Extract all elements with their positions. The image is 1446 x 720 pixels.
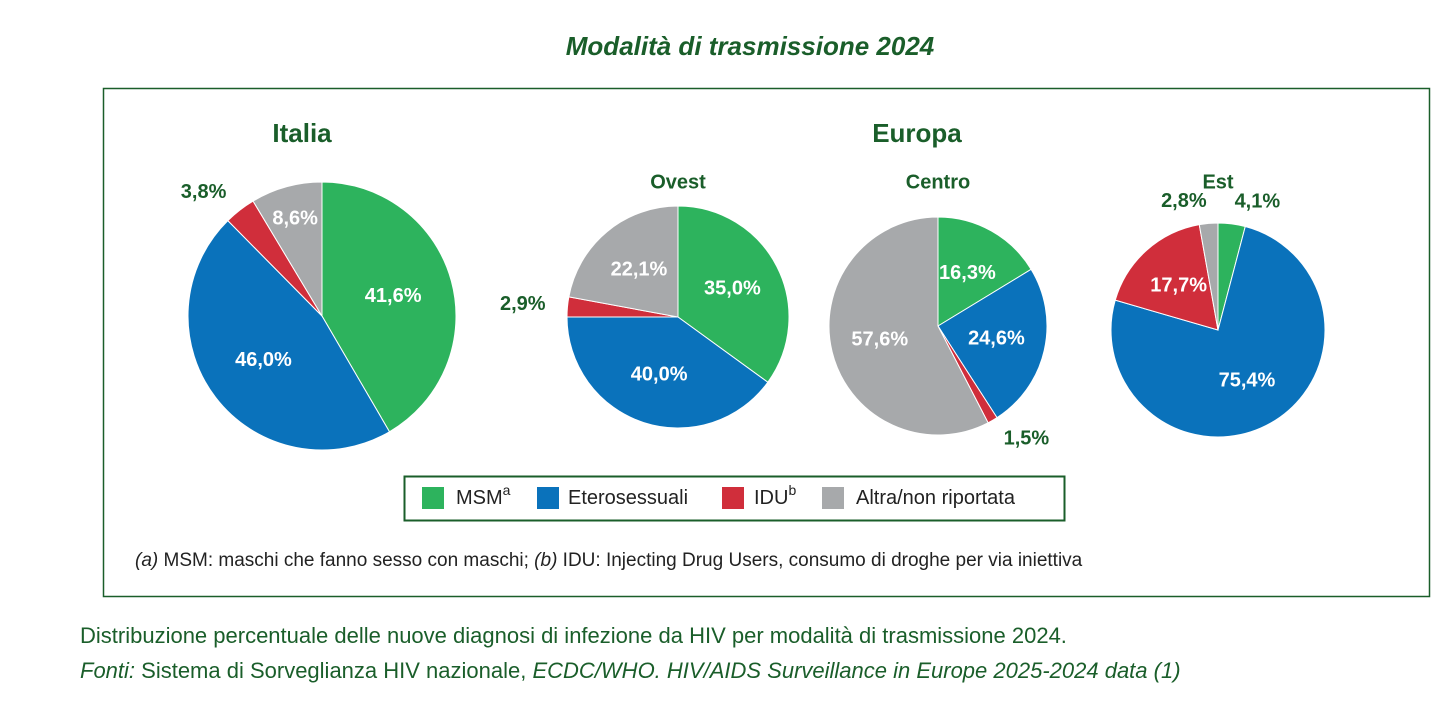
text-run: ECDC/WHO. HIV/AIDS Surveillance in Europ… xyxy=(532,658,1180,683)
legend-superscript: b xyxy=(788,482,796,498)
caption-line1: Distribuzione percentuale delle nuove di… xyxy=(80,623,1067,648)
legend-swatch xyxy=(722,487,744,509)
pie-slice xyxy=(828,216,989,436)
value-label: 46,0% xyxy=(235,349,292,371)
frame xyxy=(102,87,1431,598)
chart-title: Modalità di trasmissione 2024 xyxy=(566,31,935,61)
value-label: 57,6% xyxy=(851,328,908,350)
legend-swatch xyxy=(422,487,444,509)
legend-label: IDUb xyxy=(754,482,796,510)
caption-line2: Fonti: Sistema di Sorveglianza HIV nazio… xyxy=(80,658,1181,683)
value-label: 35,0% xyxy=(704,278,761,300)
text-run: Sistema di Sorveglianza HIV nazionale, xyxy=(135,658,532,683)
legend-text: MSM xyxy=(456,487,503,509)
pie-slice xyxy=(1198,222,1219,331)
pie-title: Italia xyxy=(272,118,332,148)
text-run: (b) xyxy=(534,550,557,571)
pie-title: Ovest xyxy=(650,171,706,193)
pie-slice xyxy=(1114,224,1219,331)
legend-text: Eterosessuali xyxy=(568,487,688,509)
text-run: MSM: maschi che fanno sesso con maschi; xyxy=(158,550,534,571)
text-run: (a) xyxy=(135,550,158,571)
legend-swatch xyxy=(822,487,844,509)
pie-slice xyxy=(321,181,457,433)
legend-swatch xyxy=(537,487,559,509)
legend-box xyxy=(403,475,1066,522)
value-label: 2,8% xyxy=(1161,190,1207,212)
value-label: 22,1% xyxy=(611,258,668,280)
legend-label: Eterosessuali xyxy=(568,487,688,509)
pie-slice xyxy=(937,268,1048,419)
legend-text: IDU xyxy=(754,487,788,509)
legend-label: Altra/non riportata xyxy=(856,487,1016,509)
text-run: Fonti: xyxy=(80,658,135,683)
value-label: 2,9% xyxy=(500,293,546,315)
group-title: Europa xyxy=(872,118,962,148)
legend-text: Altra/non riportata xyxy=(856,487,1016,509)
value-label: 4,1% xyxy=(1235,190,1281,212)
value-label: 40,0% xyxy=(631,363,688,385)
value-label: 1,5% xyxy=(1004,428,1050,450)
pie-slice xyxy=(568,205,679,318)
pie-title: Est xyxy=(1202,171,1233,193)
value-label: 8,6% xyxy=(272,207,318,229)
value-label: 24,6% xyxy=(968,328,1025,350)
value-label: 75,4% xyxy=(1219,369,1276,391)
pie-slice xyxy=(187,219,391,451)
value-label: 41,6% xyxy=(365,285,422,307)
pie-slice xyxy=(1110,225,1326,438)
footnote: (a) MSM: maschi che fanno sesso con masc… xyxy=(135,550,1083,571)
legend-superscript: a xyxy=(503,482,511,498)
value-label: 3,8% xyxy=(181,181,227,203)
legend-label: MSMa xyxy=(456,482,511,510)
legend: MSMa Eterosessuali IDUb Altra/non riportata xyxy=(422,482,1016,510)
pie-slice xyxy=(937,216,1032,327)
pie-slice xyxy=(566,316,769,429)
pie-title: Centro xyxy=(906,171,970,193)
value-label: 16,3% xyxy=(939,262,996,284)
text-run: IDU: Injecting Drug Users, consumo di dr… xyxy=(557,550,1082,571)
pie-slice xyxy=(252,181,323,318)
value-label: 17,7% xyxy=(1150,275,1207,297)
pie-slice xyxy=(677,205,790,383)
